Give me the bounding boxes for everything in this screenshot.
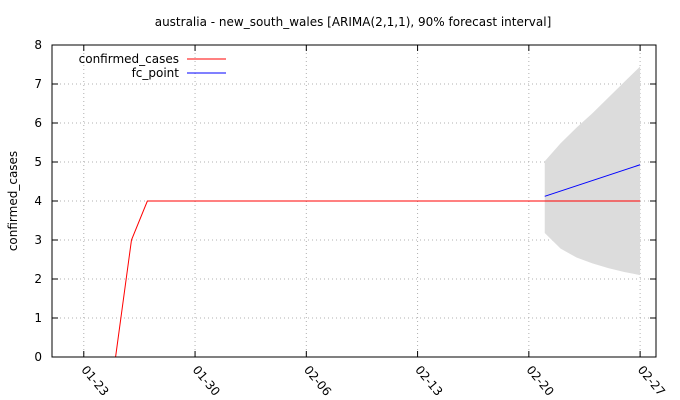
series-lines <box>115 164 641 358</box>
y-tick-label: 2 <box>34 272 42 286</box>
chart-title: australia - new_south_wales [ARIMA(2,1,1… <box>155 15 552 29</box>
y-axis-ticks: 0 1 2 3 4 5 6 7 8 <box>34 38 656 364</box>
legend-label: confirmed_cases <box>79 52 179 66</box>
x-tick-label: 02-27 <box>635 363 668 399</box>
x-tick-label: 02-13 <box>412 363 445 399</box>
legend-label: fc_point <box>132 66 180 80</box>
forecast-interval-band <box>544 66 641 276</box>
series-line-fc-point <box>544 164 641 197</box>
y-axis-label: confirmed_cases <box>6 151 20 251</box>
y-tick-label: 0 <box>34 350 42 364</box>
y-tick-label: 3 <box>34 233 42 247</box>
y-tick-label: 4 <box>34 194 42 208</box>
y-tick-label: 7 <box>34 77 42 91</box>
x-tick-label: 02-20 <box>524 363 557 399</box>
y-tick-label: 1 <box>34 311 42 325</box>
y-tick-label: 5 <box>34 155 42 169</box>
x-tick-label: 01-23 <box>78 363 111 399</box>
x-tick-label: 01-30 <box>190 363 223 399</box>
forecast-interval-area <box>544 66 641 276</box>
series-line-confirmed-cases <box>115 200 641 358</box>
x-tick-label: 02-06 <box>301 363 334 399</box>
y-tick-label: 8 <box>34 38 42 52</box>
y-tick-label: 6 <box>34 116 42 130</box>
